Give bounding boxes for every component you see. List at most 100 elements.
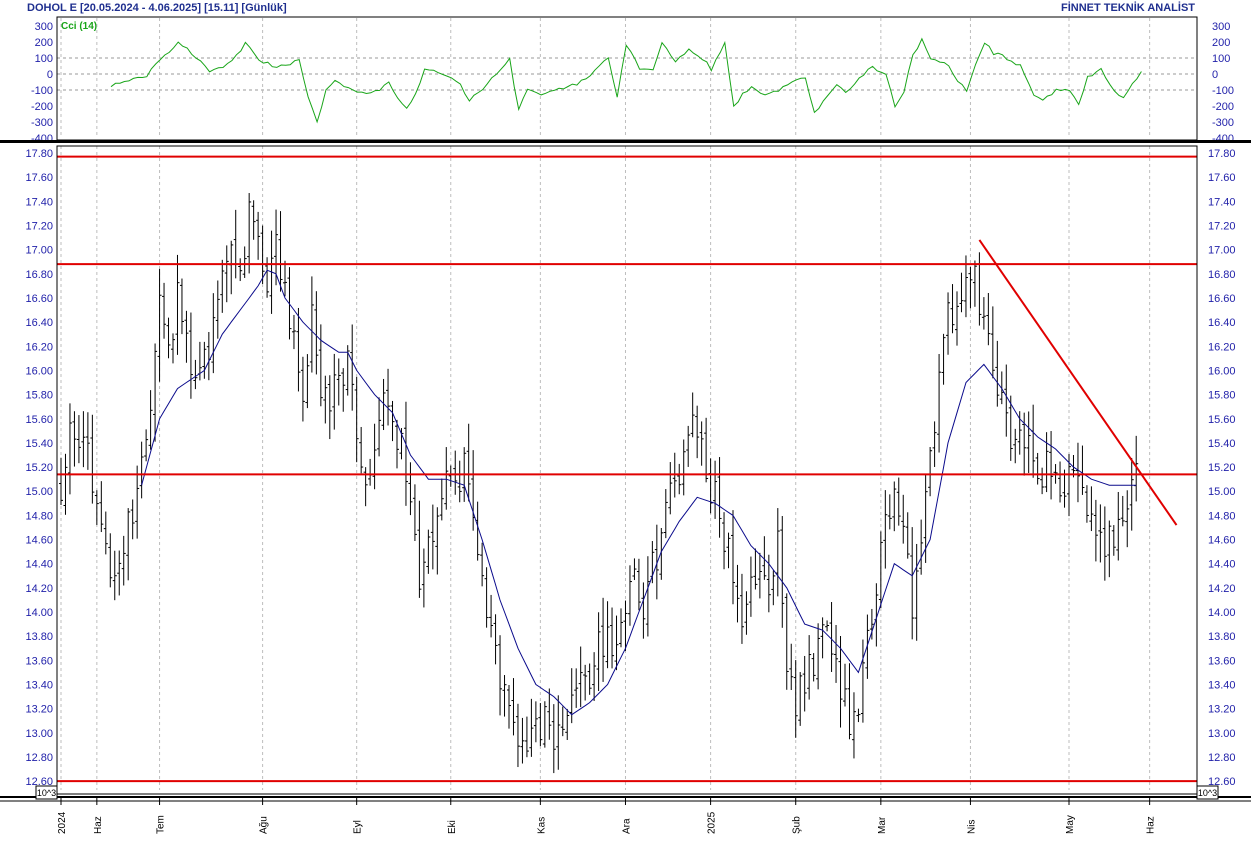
price-ytick-left: 14.60 xyxy=(25,535,53,547)
ohlc-bar xyxy=(220,259,225,313)
price-ytick-left: 17.00 xyxy=(25,245,53,257)
ohlc-bar xyxy=(659,527,664,580)
price-ytick-left: 15.20 xyxy=(25,462,53,474)
ohlc-bar xyxy=(614,615,619,671)
ohlc-bar xyxy=(695,405,700,459)
ohlc-bar xyxy=(179,278,184,335)
ohlc-bar xyxy=(274,209,279,286)
ohlc-bar xyxy=(542,701,547,748)
price-ytick-right: 14.00 xyxy=(1208,607,1236,619)
ohlc-bar xyxy=(238,258,243,282)
price-ytick-right: 14.40 xyxy=(1208,559,1236,571)
cci-ytick-left: -200 xyxy=(31,101,53,113)
ohlc-bar xyxy=(1102,506,1107,581)
ohlc-bar xyxy=(986,293,991,346)
multiplier-box-right xyxy=(1196,785,1219,800)
ohlc-bar xyxy=(336,358,341,406)
price-ytick-right: 14.80 xyxy=(1208,510,1236,522)
ohlc-bar xyxy=(811,653,816,682)
ohlc-bar xyxy=(417,500,422,598)
ohlc-bar xyxy=(731,510,735,605)
ohlc-bar xyxy=(81,411,86,468)
xaxis-month-label: Ara xyxy=(621,818,632,834)
price-ytick-left: 15.00 xyxy=(25,486,53,498)
ohlc-bar xyxy=(386,368,391,426)
cci-ytick-right: 300 xyxy=(1212,21,1230,33)
ohlc-bar xyxy=(1093,499,1098,562)
ohlc-bar xyxy=(511,678,516,736)
price-ytick-right: 14.20 xyxy=(1208,583,1236,595)
cci-ytick-right: 0 xyxy=(1212,69,1218,81)
price-ytick-left: 17.80 xyxy=(25,148,53,160)
cci-panel: 300 300 200 200 100 100 0 0 -100 -100 -200 -200 -300… xyxy=(31,21,1234,145)
ohlc-bar xyxy=(1067,453,1071,517)
ohlc-bar xyxy=(605,601,610,669)
ohlc-bar xyxy=(359,426,364,474)
ohlc-bar xyxy=(117,550,122,596)
ohlc-bar xyxy=(937,354,942,453)
ohlc-bar xyxy=(963,255,968,318)
ohlc-bar xyxy=(565,708,570,740)
ohlc-bar xyxy=(704,417,709,483)
ohlc-bar xyxy=(224,245,229,303)
price-ytick-left: 17.60 xyxy=(25,172,53,184)
cci-ytick-right: 100 xyxy=(1212,53,1230,65)
price-ytick-left: 15.40 xyxy=(25,438,53,450)
ohlc-bar xyxy=(955,291,959,346)
ohlc-bar xyxy=(1080,445,1085,495)
ohlc-bar xyxy=(144,429,149,462)
ohlc-bar xyxy=(1004,364,1009,437)
ohlc-bar xyxy=(556,695,561,770)
xaxis-month-label: Tem xyxy=(156,815,167,834)
ohlc-bar xyxy=(726,532,731,569)
ohlc-bar xyxy=(1084,485,1089,523)
ohlc-bar xyxy=(381,378,386,431)
ohlc-bar xyxy=(686,425,691,467)
ohlc-bar xyxy=(878,531,883,609)
ohlc-bar xyxy=(318,324,323,407)
ohlc-bar xyxy=(153,343,158,442)
ohlc-bar xyxy=(1013,428,1018,464)
ohlc-bar xyxy=(713,460,718,519)
ohlc-bar xyxy=(457,460,462,503)
price-ytick-right: 17.00 xyxy=(1208,245,1236,257)
ohlc-bar xyxy=(354,376,359,463)
ohlc-bar xyxy=(901,494,906,544)
ohlc-bar xyxy=(829,602,834,672)
ohlc-bar xyxy=(843,663,847,707)
ohlc-bar xyxy=(1116,491,1121,561)
price-ytick-right: 16.40 xyxy=(1208,317,1236,329)
ohlc-bar xyxy=(834,625,839,683)
ohlc-bar xyxy=(851,692,856,759)
ohlc-bar xyxy=(847,663,852,740)
ohlc-bar xyxy=(610,607,615,669)
price-ytick-right: 12.80 xyxy=(1208,752,1236,764)
price-ytick-left: 16.00 xyxy=(25,365,53,377)
cci-gridlines xyxy=(57,18,1197,138)
ohlc-bar xyxy=(798,672,803,726)
ohlc-bar xyxy=(233,209,238,279)
ohlc-bar xyxy=(533,701,538,743)
xaxis-month-label: May xyxy=(1065,815,1076,834)
ohlc-bar xyxy=(825,620,830,632)
ohlc-bar xyxy=(1040,467,1045,495)
ohlc-bar xyxy=(327,375,332,440)
ohlc-bar xyxy=(103,511,108,555)
ohlc-bar xyxy=(108,533,113,588)
cci-ytick-left: 200 xyxy=(35,37,53,49)
ohlc-bar xyxy=(820,617,825,659)
multiplier-label-right: 10^3 xyxy=(1198,788,1217,798)
ohlc-bar xyxy=(583,664,588,701)
ohlc-bar xyxy=(1089,486,1094,532)
ohlc-bar xyxy=(345,345,350,396)
ohlc-bar xyxy=(699,421,704,466)
ohlc-bar xyxy=(1111,525,1116,556)
xaxis-month-label: Şub xyxy=(792,816,803,834)
price-ytick-right: 15.40 xyxy=(1208,438,1236,450)
price-ytick-right: 15.60 xyxy=(1208,414,1236,426)
xaxis-month-label: Haz xyxy=(93,816,104,834)
ohlc-bar xyxy=(932,421,937,467)
ohlc-bar xyxy=(757,552,762,599)
ohlc-bar xyxy=(430,504,435,570)
